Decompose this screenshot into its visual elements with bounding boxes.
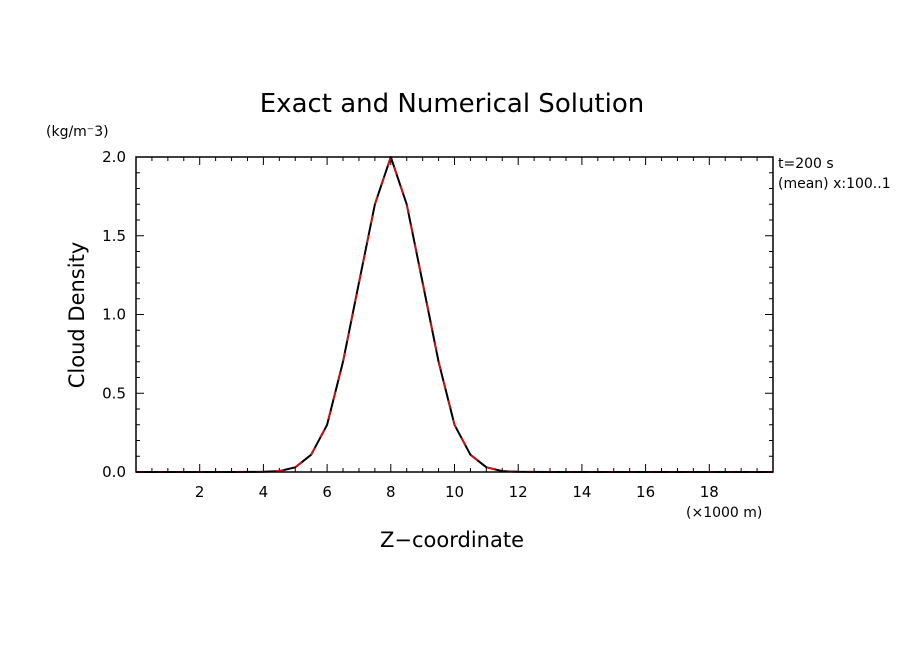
y-tick-label: 2.0 — [102, 148, 126, 166]
x-tick-label: 4 — [259, 483, 269, 501]
y-axis-unit: (kg/m⁻3) — [46, 124, 109, 140]
x-tick-label: 8 — [386, 483, 396, 501]
chart-title: Exact and Numerical Solution — [260, 89, 644, 119]
x-tick-label: 14 — [572, 483, 591, 501]
x-tick-label: 12 — [509, 483, 528, 501]
x-tick-label: 6 — [322, 483, 332, 501]
x-tick-label: 10 — [445, 483, 464, 501]
axis-ticks: 2 4 6 8 10 12 14 16 18 0.0 0.5 1.0 1.5 2.0 — [102, 148, 774, 501]
y-tick-label: 0.5 — [102, 384, 126, 402]
y-tick-label: 1.5 — [102, 227, 126, 245]
annotation-time: t=200 s — [778, 156, 834, 172]
x-tick-label: 16 — [636, 483, 655, 501]
y-tick-label: 0.0 — [102, 463, 126, 481]
y-axis-label: Cloud Density — [65, 242, 89, 389]
y-tick-label: 1.0 — [102, 306, 126, 324]
x-axis-unit: (×1000 m) — [686, 505, 762, 521]
plot-frame — [135, 156, 774, 473]
x-tick-label: 2 — [195, 483, 205, 501]
numerical-solution-line — [136, 156, 773, 473]
x-axis-label: Z−coordinate — [380, 528, 524, 552]
annotation-mean: (mean) x:100..1 — [778, 176, 891, 192]
plot-series — [136, 156, 773, 473]
x-tick-label: 18 — [700, 483, 719, 501]
